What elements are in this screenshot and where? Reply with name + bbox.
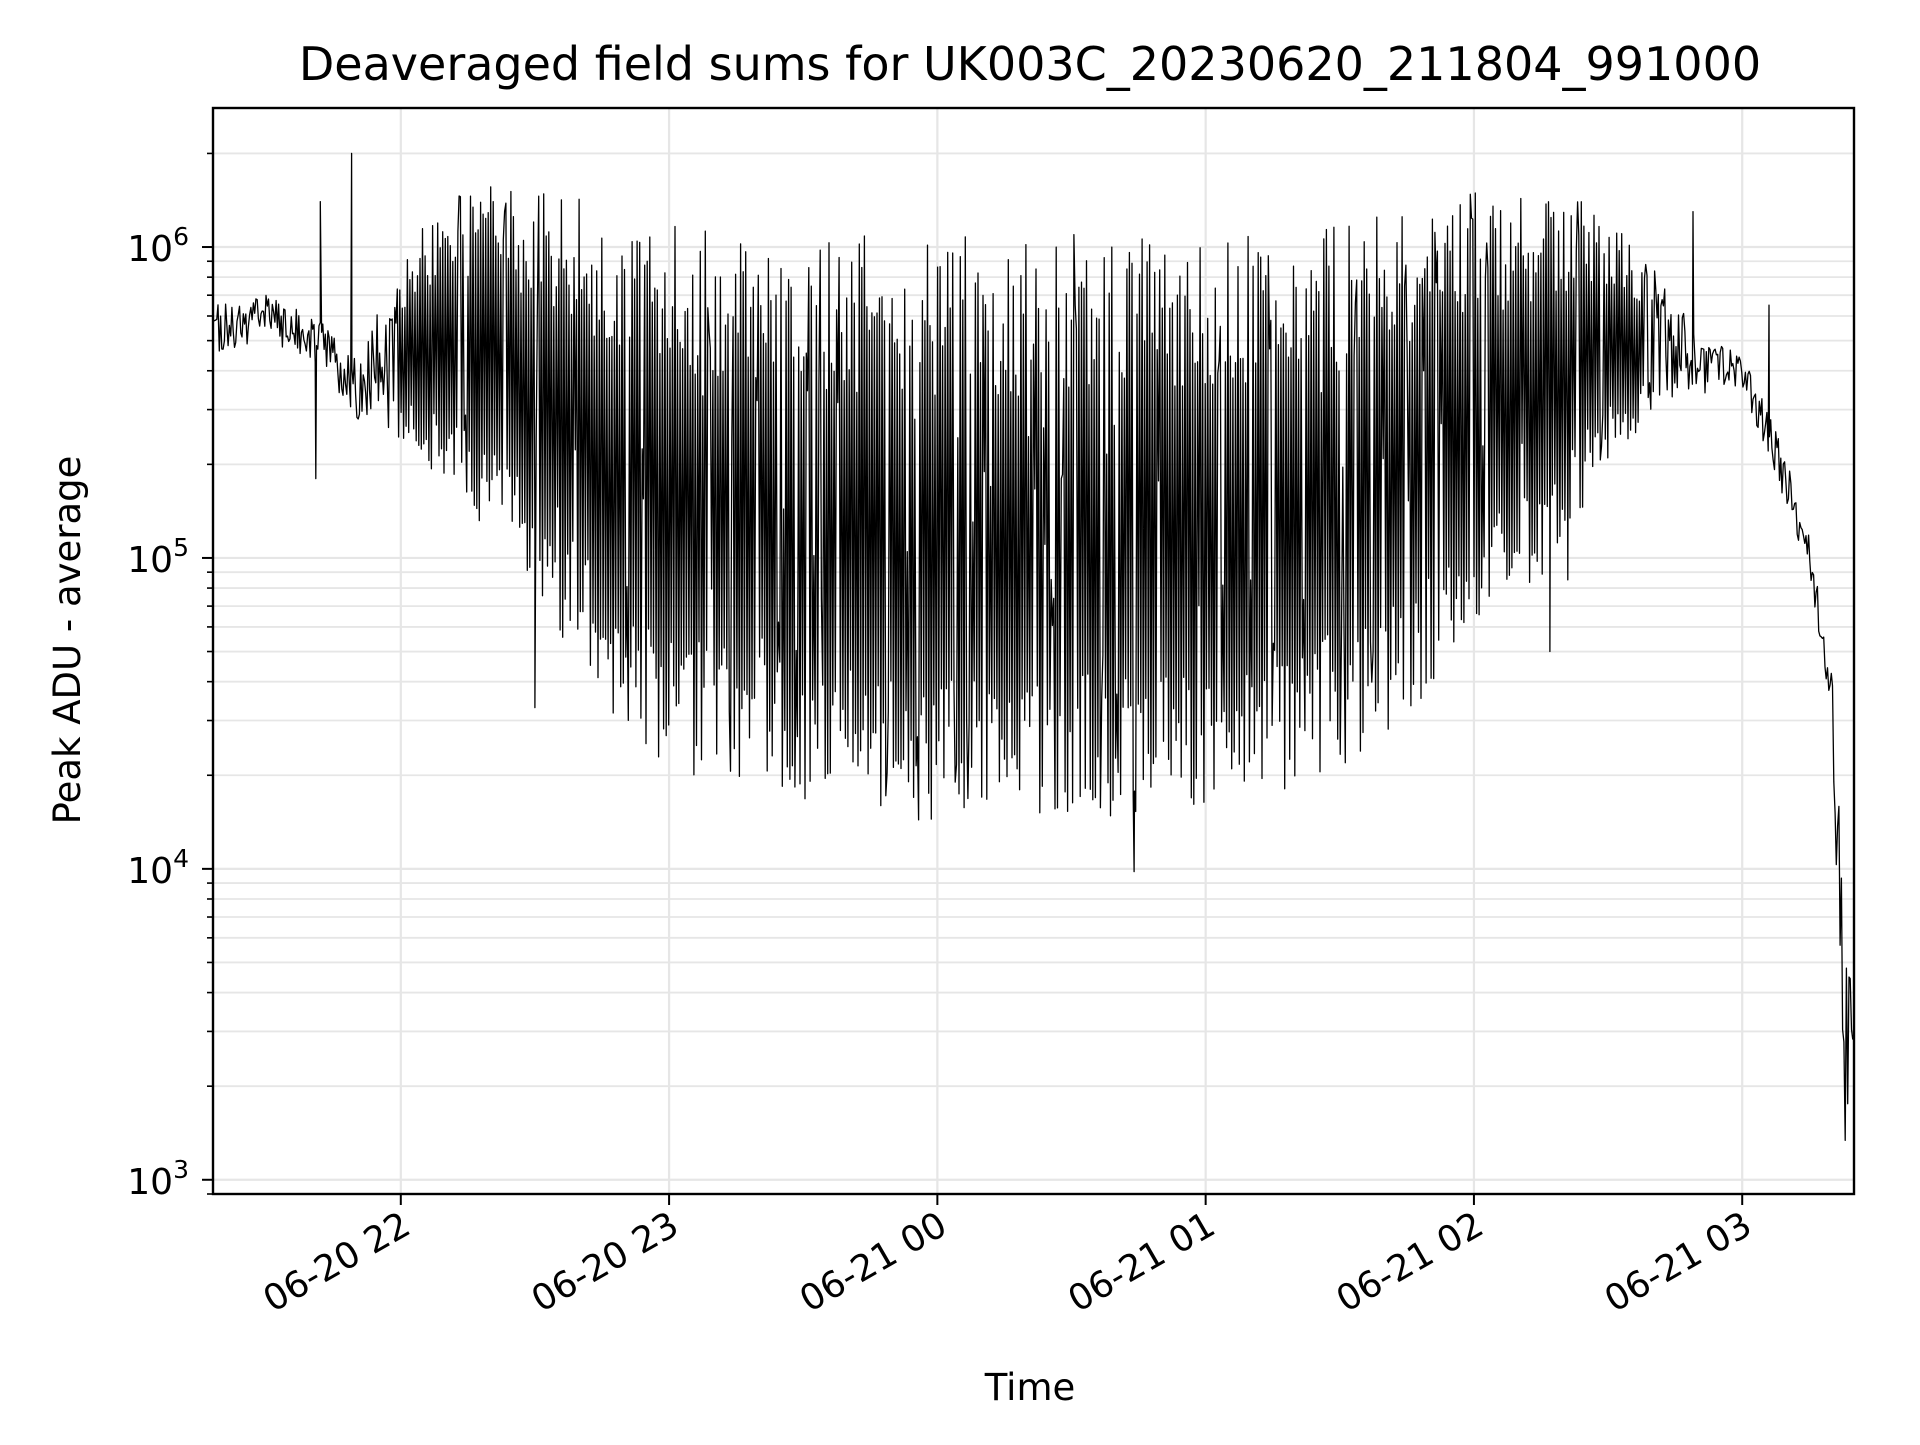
x-tick-label: 06-21 01 [1061,1204,1222,1320]
x-tick-label: 06-20 22 [257,1204,418,1320]
y-axis-label: Peak ADU - average [46,456,89,825]
x-tick-label: 06-21 00 [793,1204,954,1320]
plot-layer [212,152,1855,1142]
y-tick-label: 105 [127,533,189,581]
y-tick-label: 103 [127,1155,189,1203]
x-tick-label: 06-21 03 [1598,1204,1759,1320]
chart-title: Deaveraged field sums for UK003C_2023062… [299,37,1761,91]
series-line [212,152,1855,1142]
y-tick-label: 106 [127,222,189,270]
x-tick-label: 06-20 23 [525,1204,686,1320]
x-axis-label: Time [984,1366,1076,1409]
grid-layer [213,108,1854,1195]
y-tick-label: 104 [127,844,189,892]
x-tick-label: 06-21 02 [1330,1204,1491,1320]
